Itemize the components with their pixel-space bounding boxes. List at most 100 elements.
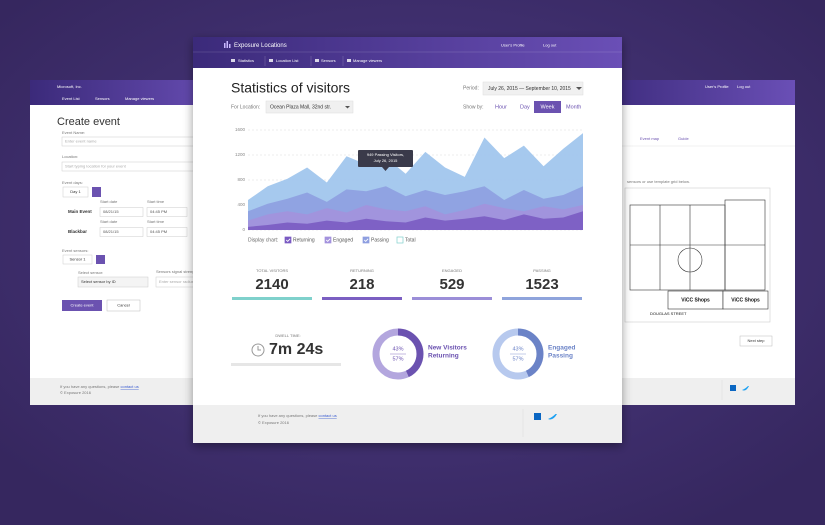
- tooltip-text: July 26, 2015: [374, 158, 399, 163]
- stat-label: PASSING: [533, 268, 551, 273]
- logout-link[interactable]: Log out: [737, 84, 751, 89]
- legend-entry: Passing: [371, 238, 389, 244]
- time-label: Start time: [147, 219, 165, 224]
- time-input[interactable]: [146, 207, 188, 217]
- event-name: Blackbar: [68, 229, 87, 234]
- label: Select sensor:: [78, 270, 103, 275]
- tooltip-text: 949 Passing Visitors,: [367, 152, 404, 157]
- legend-label: Display chart:: [248, 237, 278, 243]
- donut-name: New Visitors: [428, 345, 467, 352]
- stat-bar: [232, 297, 312, 300]
- stat-label: RETURNING: [350, 268, 374, 273]
- logout-link[interactable]: Log out: [543, 43, 557, 48]
- checkmark: [325, 238, 331, 243]
- stat-label: TOTAL VISITORS: [256, 268, 288, 273]
- pill[interactable]: [62, 254, 93, 265]
- link[interactable]: contact us: [121, 384, 139, 389]
- button-label: Create event: [71, 303, 95, 308]
- show-by-option[interactable]: Week: [541, 104, 555, 110]
- map-label: DOUGLAS STREET: [650, 311, 687, 316]
- text: If you have any questions, please: [60, 384, 120, 389]
- time: 04:45 PM: [150, 229, 167, 234]
- y-tick-label: 1200: [235, 152, 246, 157]
- twitter-icon[interactable]: [548, 414, 557, 420]
- button-label: Next step: [748, 338, 766, 343]
- next-button[interactable]: [739, 335, 773, 347]
- period: July 26, 2015 — September 10, 2015: [488, 86, 571, 92]
- donut-label: 43%: [512, 346, 523, 352]
- nav-item[interactable]: Location List: [276, 58, 299, 63]
- show-by-option[interactable]: Month: [566, 104, 581, 110]
- create-button[interactable]: [62, 300, 102, 311]
- nav-item[interactable]: Event List: [62, 96, 80, 101]
- logo: [224, 41, 231, 48]
- label: Event days:: [62, 180, 83, 185]
- nav-item[interactable]: Manage viewers: [353, 58, 382, 63]
- donut-name: Engaged: [548, 345, 575, 352]
- stat-bar: [322, 297, 402, 300]
- tooltip: [358, 150, 413, 167]
- show-by-option[interactable]: Day: [520, 104, 530, 110]
- date-input[interactable]: [99, 227, 144, 237]
- main-window: Exposure Locations User's Profile Log ou…: [193, 37, 622, 443]
- y-tick-label: 0: [242, 227, 245, 232]
- show-by-option[interactable]: Hour: [495, 104, 507, 110]
- nav-item[interactable]: Sensors: [321, 58, 336, 63]
- copyright: © Exposure 2016: [258, 420, 290, 425]
- label: Event Name:: [62, 130, 85, 135]
- user-link[interactable]: User's Profile: [705, 84, 729, 89]
- y-tick-label: 400: [237, 202, 245, 207]
- date: 08/21/15: [103, 229, 119, 234]
- linkedin-icon[interactable]: [730, 385, 736, 391]
- nav-item[interactable]: Statistics: [238, 58, 254, 63]
- add-button[interactable]: [92, 187, 101, 197]
- label: Start time: [147, 199, 165, 204]
- dwell-bar: [231, 363, 341, 366]
- add-button[interactable]: [96, 255, 105, 264]
- legend-entry: Engaged: [333, 238, 353, 244]
- header: [193, 37, 622, 68]
- time: 04:45 PM: [150, 209, 167, 214]
- dwell-value: 7m 24s: [269, 341, 323, 358]
- legend-checkbox[interactable]: [324, 236, 332, 244]
- pill[interactable]: [62, 186, 89, 198]
- donut-segment: [492, 328, 544, 380]
- brand: Exposure Locations: [234, 43, 287, 49]
- tab[interactable]: Event map: [640, 136, 660, 141]
- date: 08/21/15: [103, 209, 119, 214]
- nav-item[interactable]: Sensors: [95, 96, 110, 101]
- day: Day 1: [70, 189, 81, 194]
- placeholder: Start typing location for your event: [65, 164, 127, 169]
- tab[interactable]: Guide: [678, 136, 689, 141]
- stat-value: 2140: [255, 276, 288, 293]
- header: [595, 80, 795, 105]
- caret: [345, 106, 350, 109]
- linkedin-icon[interactable]: [534, 413, 541, 420]
- legend-checkbox[interactable]: [362, 236, 370, 244]
- donut-label: 57%: [512, 356, 523, 362]
- dwell-label: DWELL TIME:: [275, 333, 300, 338]
- y-tick-label: 1600: [235, 127, 246, 132]
- cancel-button[interactable]: [106, 299, 141, 312]
- stat-value: 529: [439, 276, 464, 293]
- period-select[interactable]: [482, 81, 584, 96]
- placeholder: Enter event name: [65, 139, 97, 144]
- legend-checkbox[interactable]: [284, 236, 292, 244]
- user-link[interactable]: User's Profile: [501, 43, 525, 48]
- select[interactable]: [77, 276, 149, 288]
- nav-item[interactable]: Manage viewers: [125, 96, 154, 101]
- legend-checkbox[interactable]: [396, 236, 404, 244]
- area: [248, 211, 583, 230]
- donut-label: 43%: [392, 346, 403, 352]
- time-input[interactable]: [146, 227, 188, 237]
- page-title: Create event: [57, 116, 120, 128]
- footer-text: If you have any questions, please contac…: [60, 384, 139, 389]
- link[interactable]: contact us: [319, 413, 337, 418]
- stat-value: 218: [349, 276, 374, 293]
- nav-icons: [231, 59, 351, 62]
- twitter-icon[interactable]: [742, 386, 749, 391]
- location-select[interactable]: [265, 100, 354, 114]
- label: Sensors signal strength: [156, 269, 198, 274]
- date-input[interactable]: [99, 207, 144, 217]
- show-by-active: [534, 101, 561, 113]
